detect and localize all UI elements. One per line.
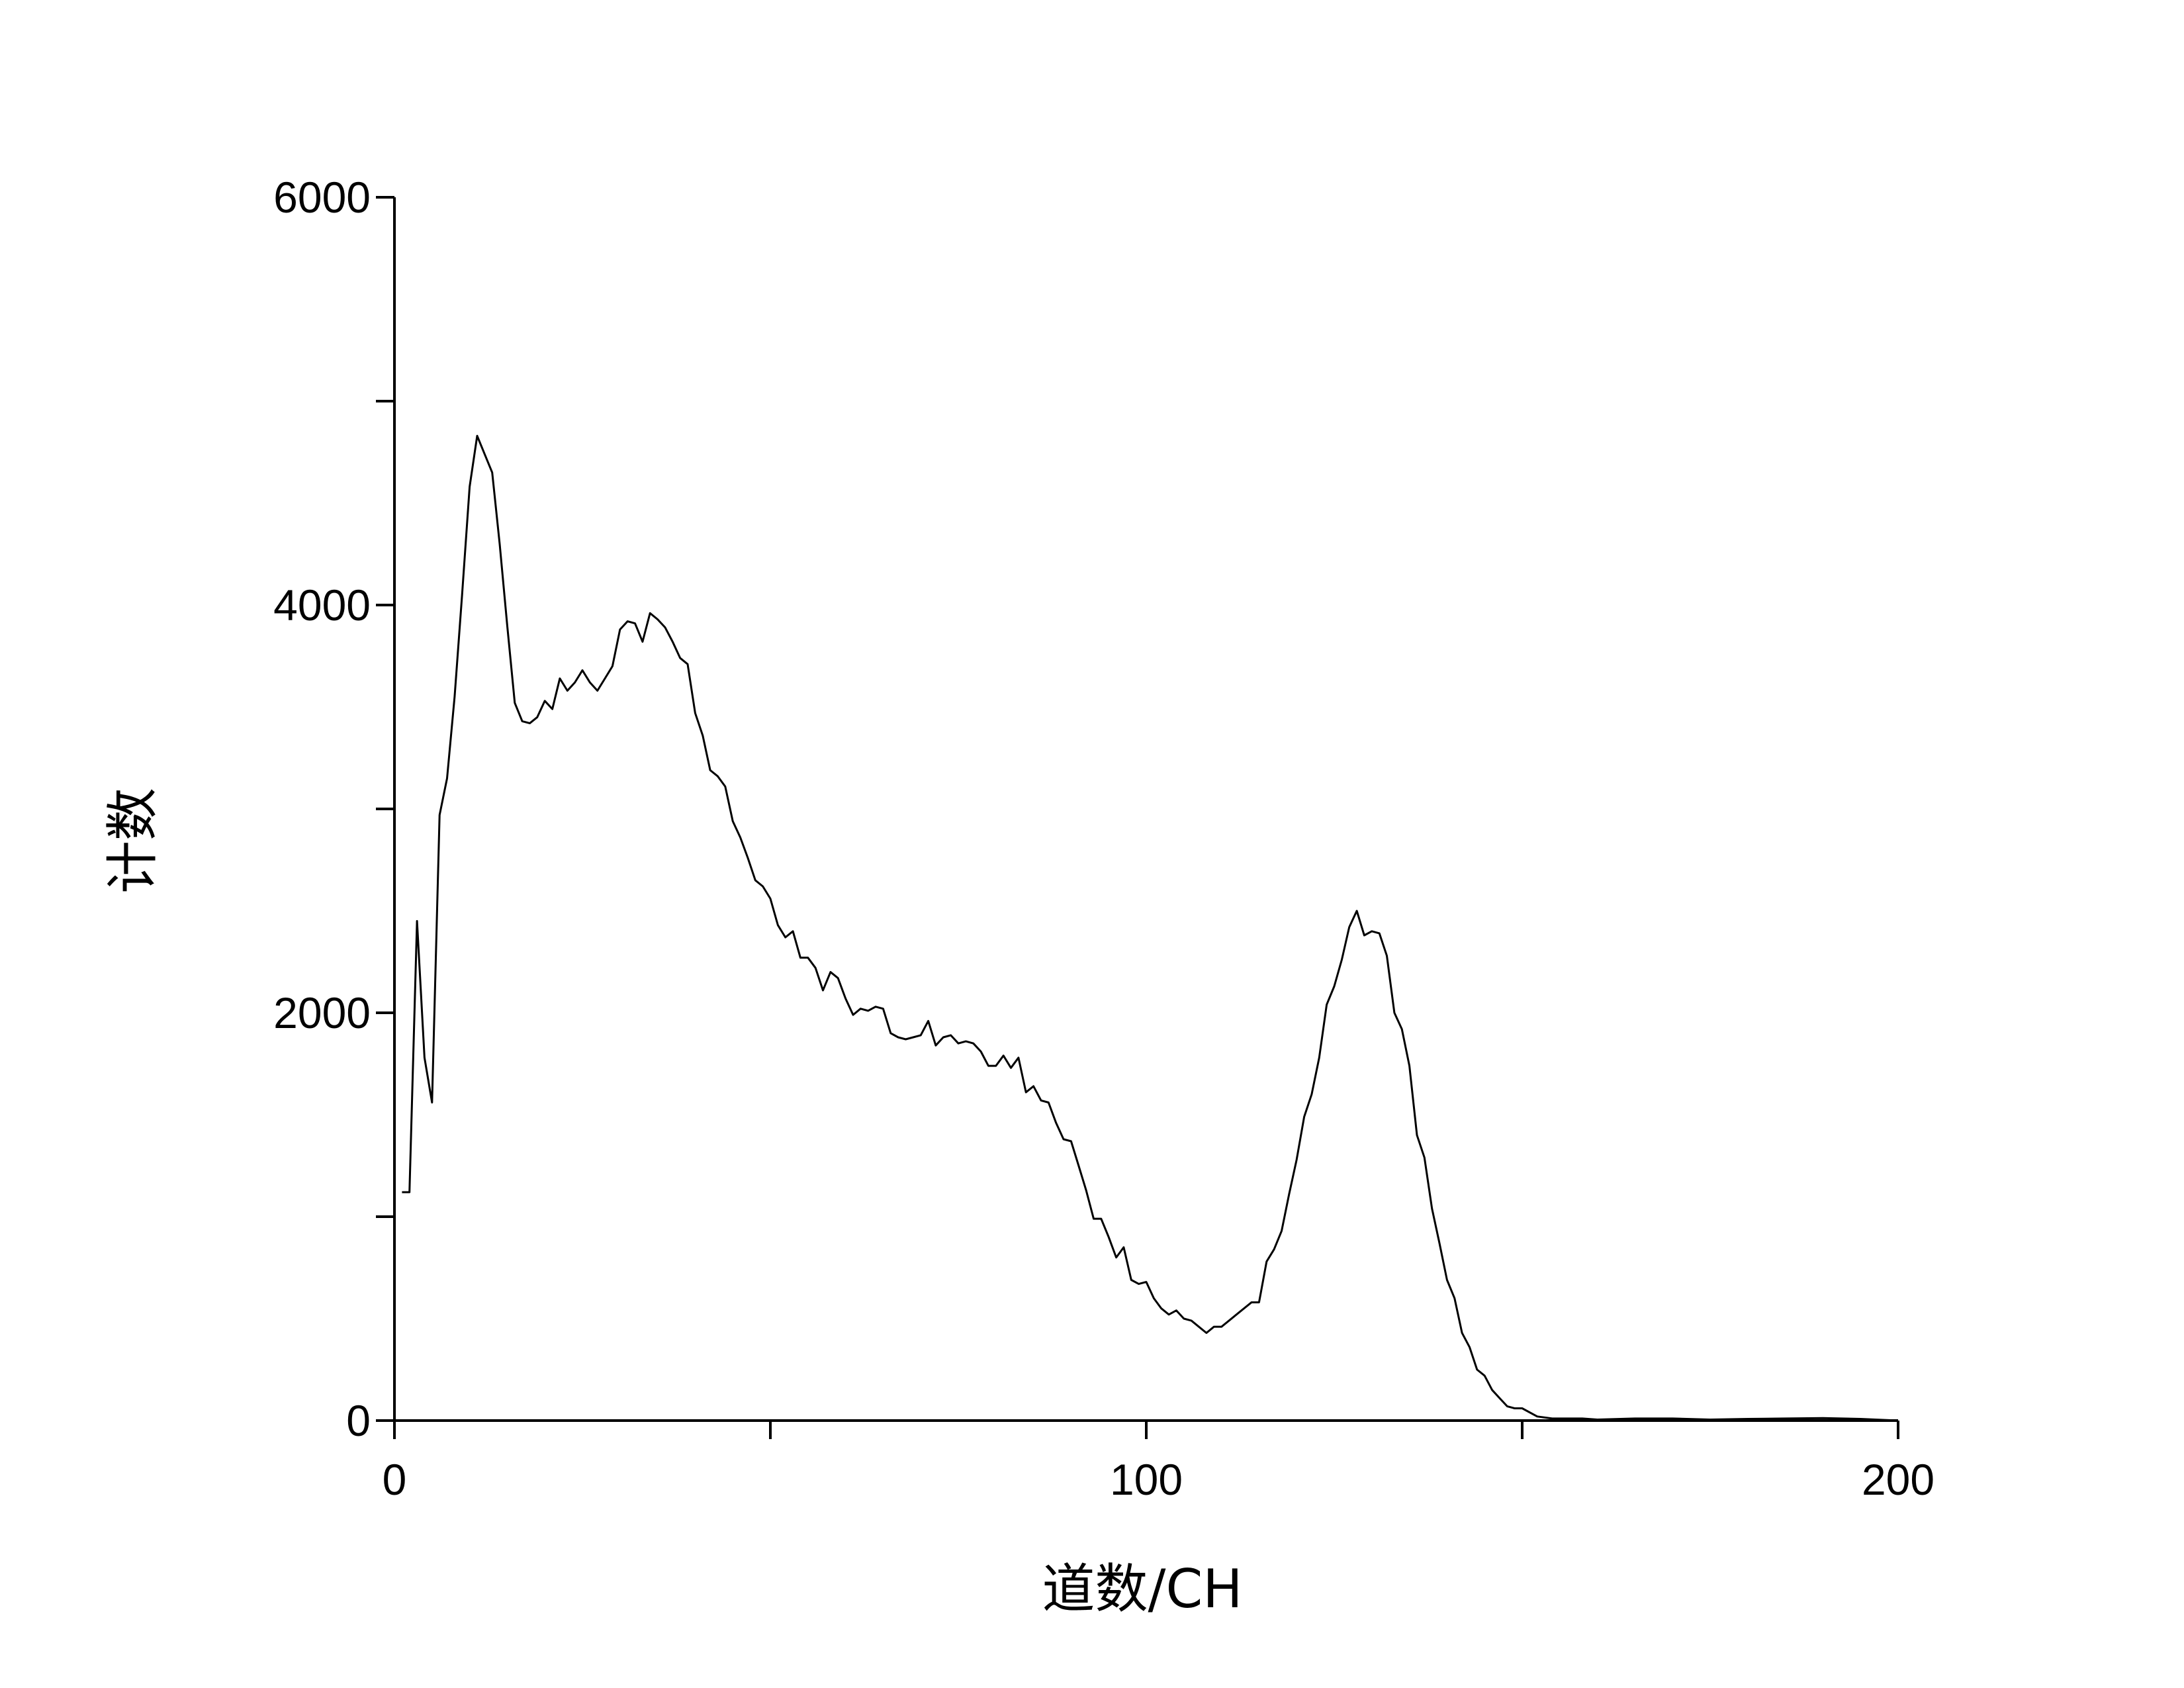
x-axis-title: 道数/CH — [1042, 1558, 1243, 1620]
series-layer — [402, 434, 1899, 1422]
y-tick-label: 0 — [346, 1396, 371, 1445]
series-line — [402, 434, 1899, 1422]
x-tick-label: 200 — [1862, 1455, 1934, 1504]
x-tick-label: 0 — [383, 1455, 407, 1504]
y-axis-title: 计数 — [102, 788, 163, 894]
ticks: 0 2000 4000 6000 0 100 200 — [273, 173, 1934, 1504]
x-tick-label: 100 — [1110, 1455, 1183, 1504]
y-tick-label: 4000 — [273, 581, 371, 630]
y-tick-label: 2000 — [273, 988, 371, 1037]
y-tick-label: 6000 — [273, 173, 371, 222]
